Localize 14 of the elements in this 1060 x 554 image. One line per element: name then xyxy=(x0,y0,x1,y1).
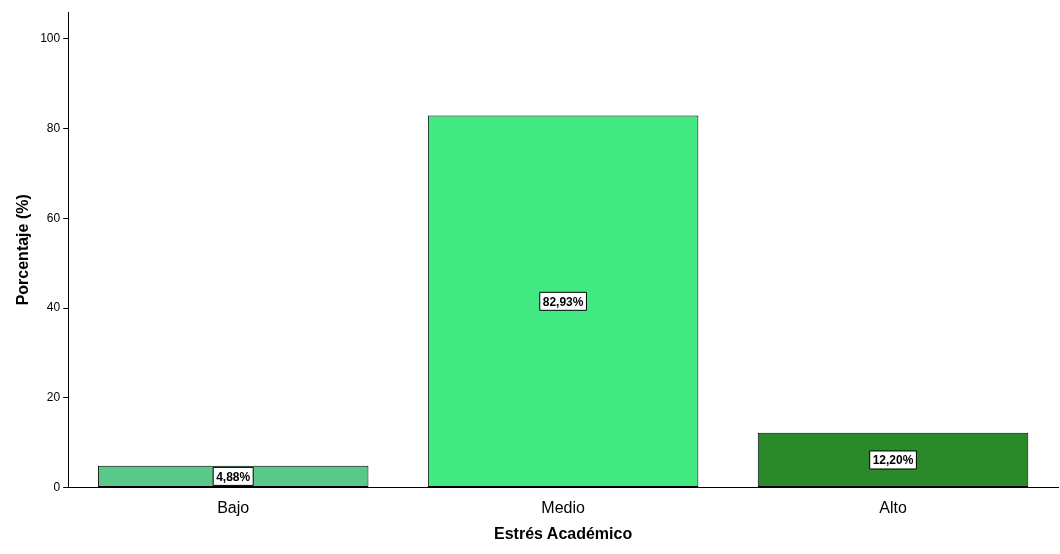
x-tick-label: Medio xyxy=(541,498,585,516)
data-label: 4,88% xyxy=(216,469,251,484)
y-tick-label: 60 xyxy=(46,210,61,225)
y-tick-label: 100 xyxy=(40,31,61,46)
data-label: 12,20% xyxy=(872,453,914,468)
data-label: 82,93% xyxy=(542,294,584,309)
y-tick-label: 80 xyxy=(46,120,61,135)
x-tick-label: Alto xyxy=(879,498,907,516)
y-tick-label: 20 xyxy=(46,390,61,405)
x-axis-title: Estrés Académico xyxy=(494,524,633,542)
x-tick-label: Bajo xyxy=(217,498,250,516)
y-axis-title: Porcentaje (%) xyxy=(14,194,32,306)
y-tick-label: 0 xyxy=(53,479,61,494)
y-tick-label: 40 xyxy=(46,300,61,315)
